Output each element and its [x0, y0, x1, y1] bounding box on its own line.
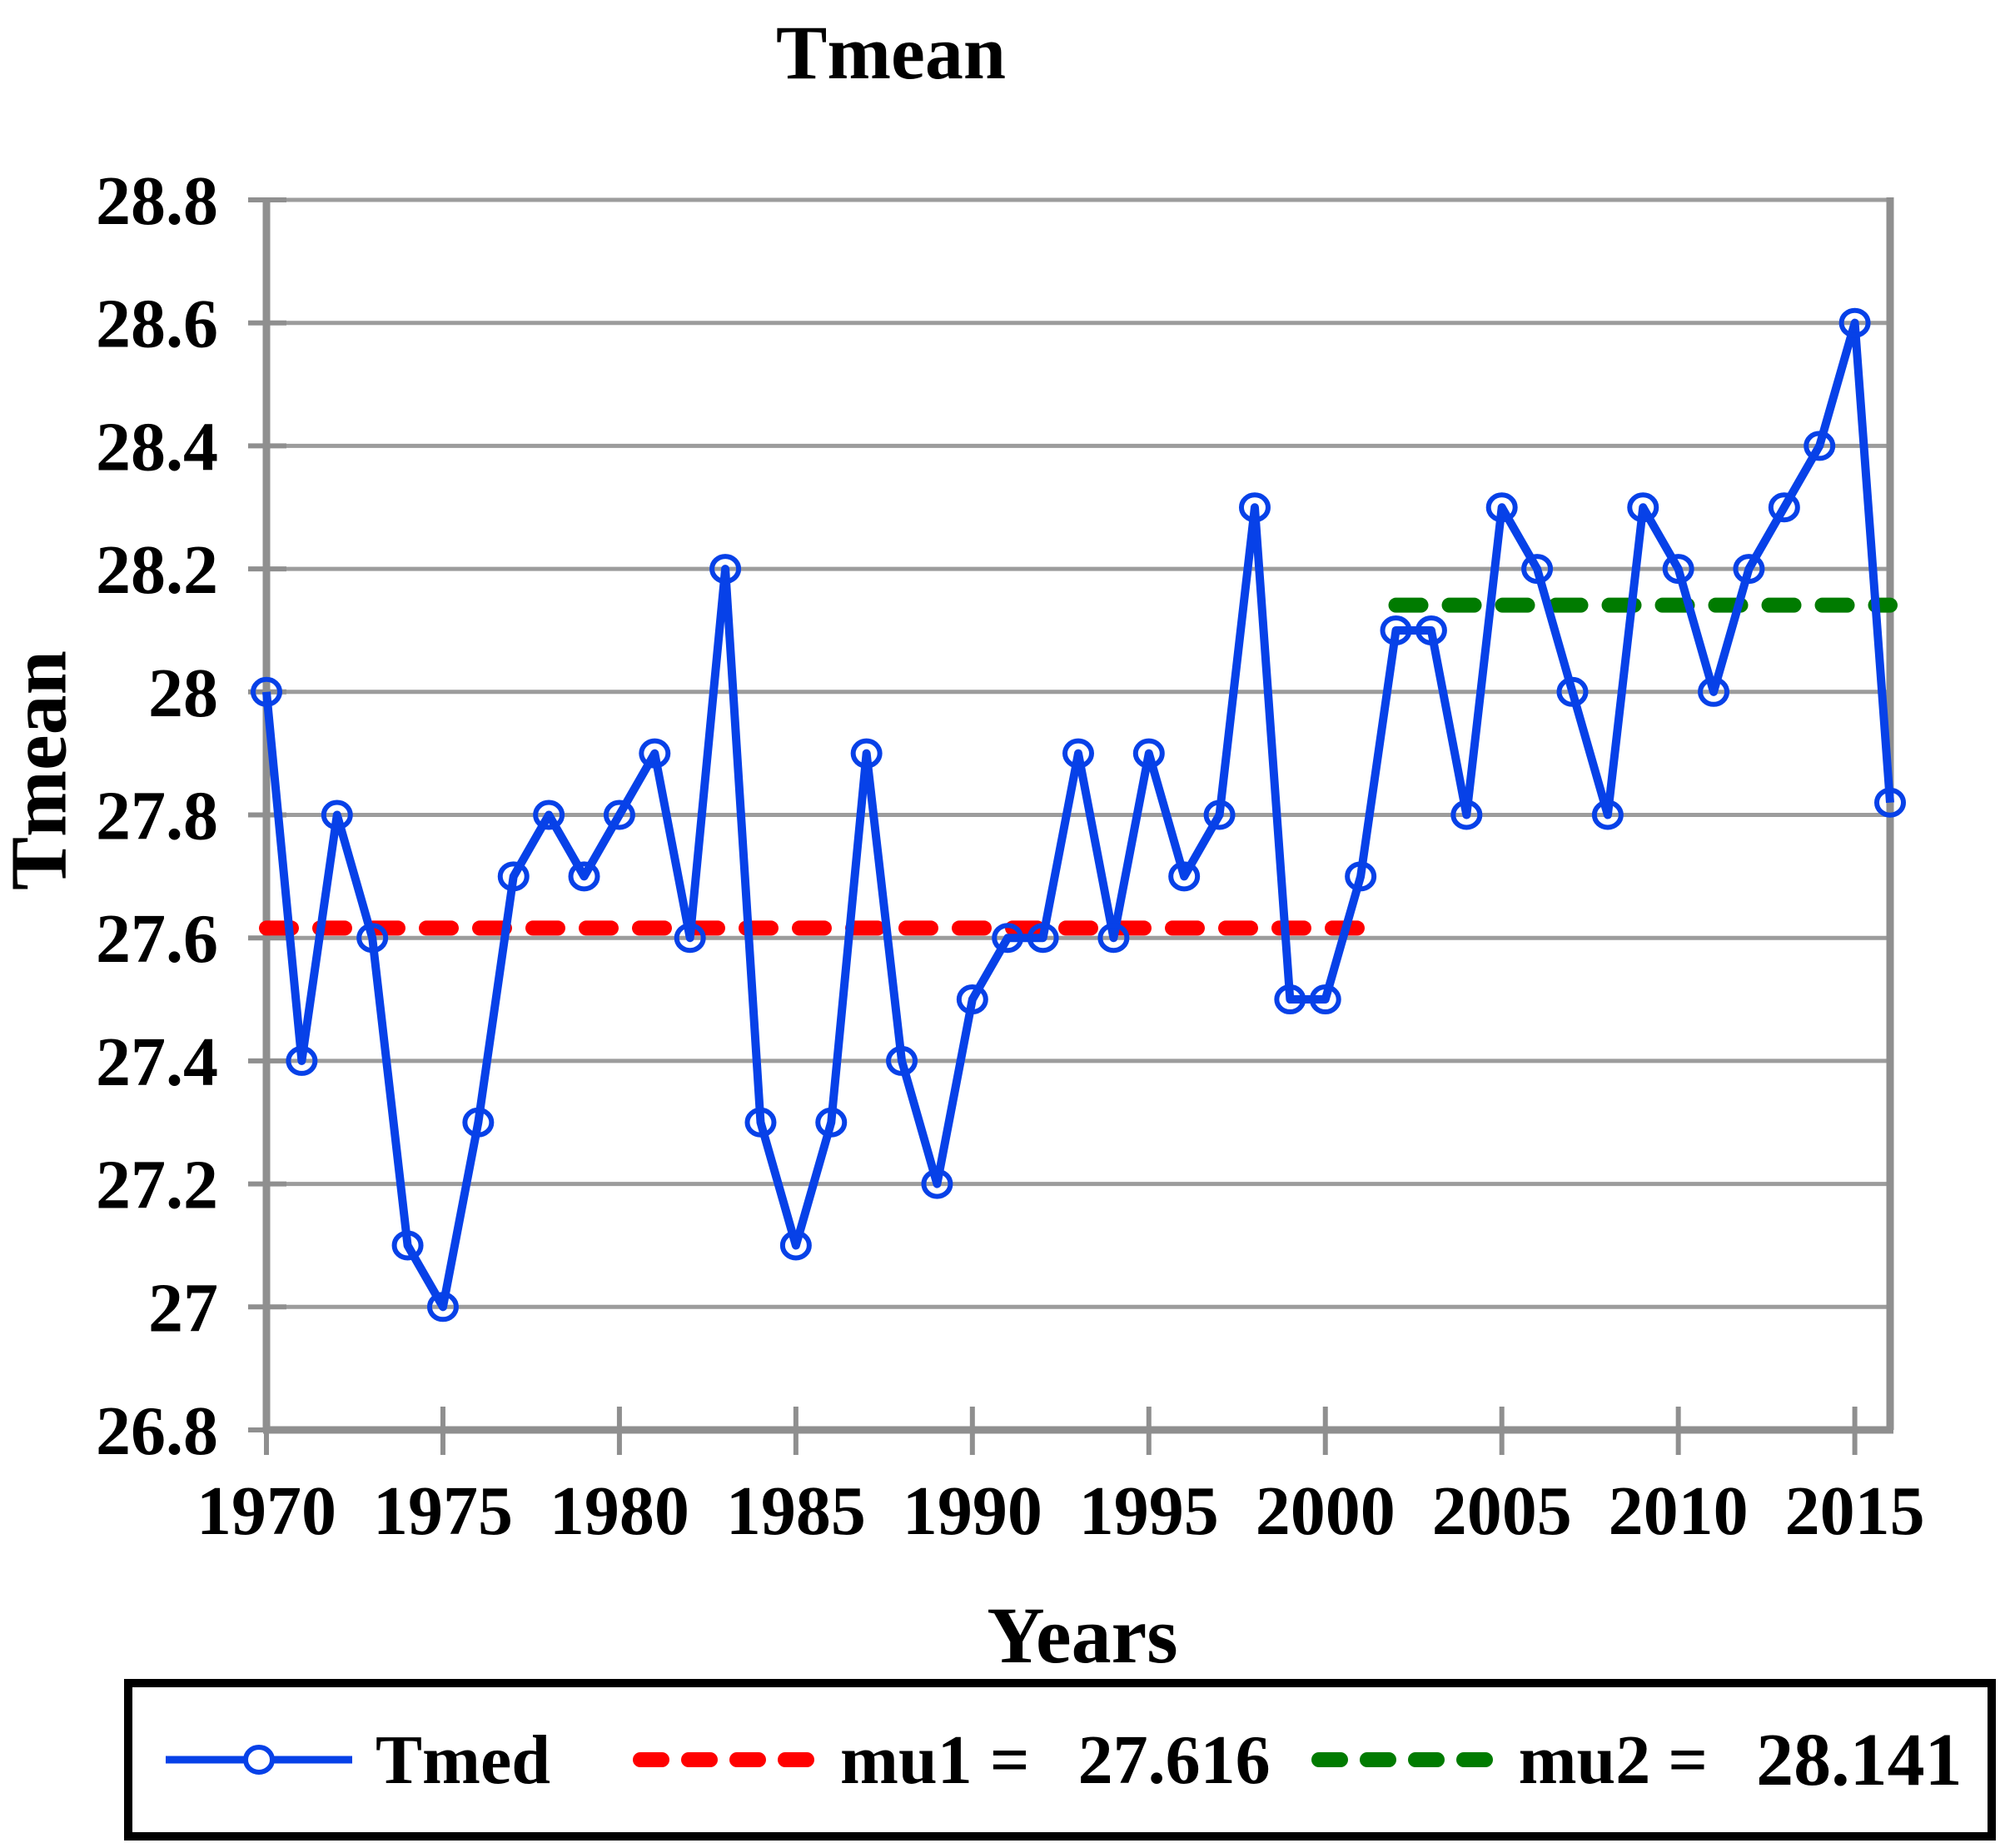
data-point-marker	[992, 923, 1024, 954]
y-tick-label: 27.8	[96, 778, 218, 855]
y-tick-label: 28.8	[96, 162, 218, 240]
data-point-marker	[850, 738, 883, 769]
data-point-marker	[1203, 799, 1236, 830]
data-point-marker	[1838, 307, 1871, 338]
data-point-marker	[568, 861, 600, 892]
x-tick-label: 1990	[903, 1472, 1042, 1550]
y-tick-label: 27	[148, 1269, 218, 1347]
y-tick-label: 27.4	[96, 1024, 218, 1101]
x-tick-label: 2010	[1609, 1472, 1749, 1550]
data-point-marker	[709, 554, 742, 585]
y-tick-label: 26.8	[96, 1392, 218, 1470]
data-point-marker	[426, 1292, 459, 1322]
legend-mu1-label: mu1 =	[840, 1721, 1030, 1799]
data-point-marker	[1309, 984, 1341, 1015]
y-axis-title: Tmean	[0, 650, 83, 890]
data-point-marker	[1874, 787, 1906, 818]
data-point-marker	[1662, 554, 1694, 585]
data-point-marker	[639, 738, 671, 769]
x-tick-label: 1980	[550, 1472, 689, 1550]
data-point-marker	[1733, 554, 1765, 585]
data-point-marker	[1591, 799, 1624, 830]
data-point-marker	[815, 1107, 848, 1138]
legend-mu1-swatch	[633, 1752, 816, 1767]
x-tick-label: 1985	[726, 1472, 866, 1550]
legend-mu1-value: 27.616	[1077, 1721, 1271, 1799]
data-point-marker	[1521, 554, 1554, 585]
data-point-marker	[779, 1230, 812, 1261]
data-point-marker	[1345, 861, 1377, 892]
data-point-marker	[674, 923, 706, 954]
data-point-marker	[1804, 431, 1836, 461]
data-point-marker	[744, 1107, 777, 1138]
data-point-marker	[1415, 615, 1447, 645]
x-axis-title: Years	[987, 1591, 1178, 1680]
x-tick-label: 2005	[1432, 1472, 1572, 1550]
legend-box: Tmed mu1 = 27.616 mu2 = 28.141	[124, 1679, 1996, 1841]
data-point-marker	[391, 1230, 424, 1261]
data-point-marker	[1132, 738, 1165, 769]
legend-series-swatch	[166, 1745, 352, 1775]
data-point-marker	[1450, 799, 1483, 830]
x-tick-label: 2015	[1785, 1472, 1925, 1550]
legend-series-label: Tmed	[376, 1721, 550, 1799]
data-point-marker	[1768, 492, 1800, 523]
y-tick-label: 27.6	[96, 900, 218, 978]
data-point-marker	[1238, 492, 1271, 523]
data-point-marker	[1062, 738, 1094, 769]
data-point-marker	[1556, 676, 1589, 707]
legend-mu2-value: 28.141	[1756, 1718, 1963, 1801]
data-point-marker	[1485, 492, 1518, 523]
data-point-marker	[1168, 861, 1201, 892]
y-tick-label: 28.2	[96, 531, 218, 609]
legend-mu2-swatch	[1311, 1752, 1495, 1767]
data-point-marker	[321, 799, 353, 830]
x-tick-label: 1970	[197, 1472, 336, 1550]
series-line-Tmed	[262, 318, 1894, 1312]
legend-series-marker-icon	[243, 1745, 275, 1775]
data-point-marker	[1027, 923, 1059, 954]
x-tick-label: 2000	[1256, 1472, 1396, 1550]
data-point-marker	[886, 1045, 918, 1076]
data-point-marker	[251, 676, 282, 707]
data-point-marker	[1698, 676, 1730, 707]
data-point-marker	[462, 1107, 495, 1138]
x-tick-label: 1995	[1079, 1472, 1219, 1550]
data-point-marker	[497, 861, 530, 892]
data-point-marker	[1274, 984, 1306, 1015]
data-point-marker	[1097, 923, 1130, 954]
data-point-marker	[286, 1045, 318, 1076]
x-tick-label: 1975	[373, 1472, 513, 1550]
data-point-marker	[356, 923, 389, 954]
y-tick-label: 28.6	[96, 286, 218, 363]
data-point-marker	[921, 1168, 953, 1199]
data-point-marker	[533, 799, 565, 830]
y-tick-label: 28.4	[96, 408, 218, 486]
legend-mu2-label: mu2 =	[1518, 1721, 1709, 1799]
data-point-marker	[603, 799, 635, 830]
y-tick-label: 27.2	[96, 1147, 218, 1224]
chart-title: Tmean	[776, 10, 1006, 95]
y-tick-label: 28	[148, 655, 218, 732]
data-point-marker	[1380, 615, 1412, 645]
data-point-marker	[956, 984, 988, 1015]
data-point-marker	[1627, 492, 1659, 523]
